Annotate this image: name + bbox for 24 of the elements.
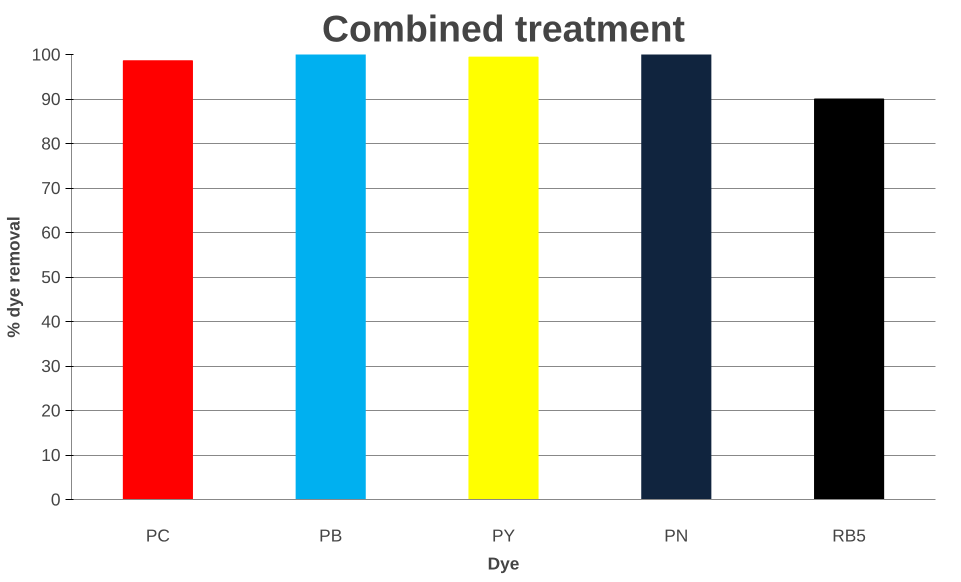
bar <box>296 54 366 500</box>
y-tick-label: 40 <box>41 312 61 332</box>
y-tick-label: 10 <box>41 445 61 465</box>
y-tick-label: 100 <box>32 44 61 64</box>
y-tick-label: 50 <box>41 267 61 287</box>
chart-title: Combined treatment <box>322 8 685 50</box>
y-tick-label: 90 <box>41 89 61 109</box>
y-tick-label: 30 <box>41 356 61 376</box>
bar <box>641 54 712 500</box>
y-tick-label: 80 <box>41 134 61 154</box>
y-tick-label: 20 <box>41 400 61 420</box>
x-tick-label: PN <box>664 526 688 546</box>
x-tick-label: PB <box>319 526 342 546</box>
y-tick-label: 60 <box>41 222 61 242</box>
y-axis-title: % dye removal <box>4 216 24 338</box>
bar <box>468 56 539 500</box>
y-tick-label: 70 <box>41 178 61 198</box>
x-axis-title: Dye <box>488 554 520 574</box>
x-tick-label: RB5 <box>832 526 866 546</box>
y-tick-label: 0 <box>50 490 61 510</box>
bar <box>122 60 193 500</box>
bar <box>814 98 884 500</box>
x-tick-label: PY <box>492 526 516 546</box>
x-tick-label: PC <box>146 526 170 546</box>
